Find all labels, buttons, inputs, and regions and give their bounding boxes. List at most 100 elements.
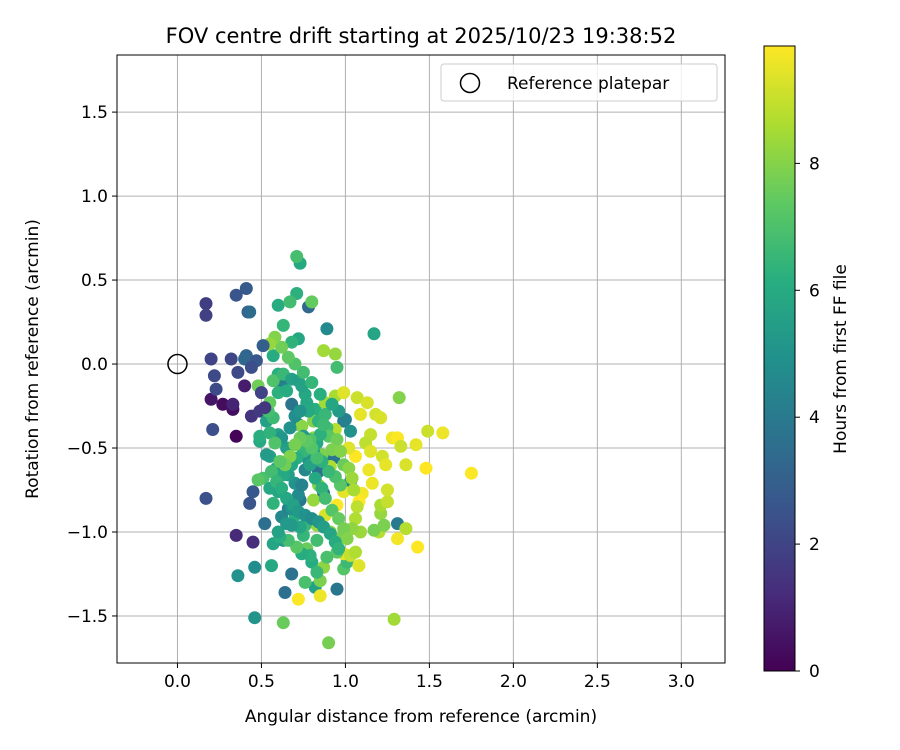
data-point	[374, 411, 388, 425]
x-tick-label: 0.5	[248, 672, 275, 692]
data-point	[263, 426, 277, 440]
data-point	[273, 455, 287, 468]
data-point	[295, 478, 309, 492]
y-tick-label: 0.0	[81, 355, 108, 375]
data-point	[283, 295, 297, 309]
data-point	[337, 522, 351, 536]
data-point	[266, 374, 280, 388]
data-point	[330, 433, 344, 447]
reference-point-marker	[167, 353, 188, 375]
x-tick-label: 2.5	[584, 672, 611, 692]
data-point	[344, 424, 357, 438]
data-point	[328, 347, 342, 361]
legend: Reference platepar	[440, 63, 718, 102]
data-point	[322, 636, 336, 650]
x-tick-label: 3.0	[668, 672, 695, 692]
data-point	[256, 339, 270, 353]
data-point	[409, 438, 423, 452]
data-point	[275, 340, 289, 354]
data-point	[320, 322, 334, 336]
data-point	[276, 318, 290, 332]
y-tick-label: 1.5	[81, 103, 108, 123]
data-point	[295, 379, 309, 393]
legend-marker-icon	[459, 72, 481, 94]
data-point	[305, 295, 319, 309]
data-point	[379, 458, 393, 472]
data-point	[352, 559, 366, 573]
data-point	[317, 418, 331, 431]
data-point	[318, 407, 332, 421]
data-point	[243, 496, 257, 510]
data-point	[313, 387, 327, 401]
data-point	[248, 560, 262, 574]
data-point	[298, 575, 312, 589]
data-point	[291, 592, 305, 606]
data-point	[307, 493, 320, 507]
data-point	[349, 545, 362, 559]
data-point	[276, 616, 290, 630]
colorbar-tick-label: 6	[809, 281, 820, 301]
data-point	[251, 473, 265, 487]
data-point	[206, 423, 220, 436]
data-point	[360, 396, 374, 410]
data-point	[207, 369, 221, 383]
colorbar-gradient	[763, 45, 796, 672]
data-point	[229, 288, 243, 302]
data-point	[380, 495, 394, 509]
data-point	[325, 397, 339, 411]
colorbar-tick-label: 4	[809, 408, 820, 428]
data-point	[364, 444, 378, 458]
data-point	[244, 360, 258, 374]
data-point	[265, 465, 278, 478]
data-point	[350, 391, 364, 405]
data-point	[419, 461, 433, 475]
data-point	[313, 428, 327, 442]
data-point	[265, 559, 278, 573]
y-tick-label: −0.5	[67, 439, 108, 459]
data-point	[231, 365, 245, 379]
data-point	[354, 407, 367, 421]
data-point	[394, 439, 408, 453]
y-axis-ticks: −1.5 −1.0 −0.5 0.0 0.5 1.0 1.5	[67, 103, 117, 627]
data-point	[380, 483, 394, 497]
data-point	[392, 391, 406, 405]
plot-area-frame	[116, 54, 726, 664]
data-point	[333, 444, 347, 458]
data-point	[365, 476, 379, 490]
data-point	[337, 386, 351, 400]
data-point	[224, 352, 238, 366]
y-tick-label: 0.5	[81, 271, 108, 291]
data-point	[285, 567, 299, 581]
data-point	[199, 297, 213, 311]
data-point	[295, 419, 309, 433]
data-point	[283, 421, 297, 435]
data-point	[209, 382, 223, 396]
x-tick-label: 0.0	[164, 672, 191, 692]
x-axis-ticks: 0.0 0.5 1.0 1.5 2.0 2.5 3.0	[164, 663, 695, 692]
data-point	[330, 360, 344, 374]
data-point	[305, 376, 319, 389]
data-point	[199, 491, 213, 505]
data-point	[320, 550, 334, 564]
data-point	[399, 522, 413, 536]
data-point	[310, 565, 324, 579]
data-point	[349, 512, 362, 526]
y-tick-label: −1.5	[67, 607, 108, 627]
data-point	[204, 392, 218, 406]
data-point	[258, 517, 272, 531]
data-point	[421, 424, 435, 438]
data-point	[362, 463, 376, 477]
data-point	[266, 496, 280, 510]
data-point	[332, 512, 346, 526]
data-point	[391, 532, 404, 546]
data-point	[275, 481, 289, 495]
data-point	[310, 533, 324, 547]
y-tick-label: 1.0	[81, 187, 108, 207]
x-axis-label: Angular distance from reference (arcmin)	[245, 707, 597, 727]
data-point	[258, 401, 272, 415]
x-tick-label: 1.5	[416, 672, 443, 692]
data-point	[229, 528, 243, 542]
colorbar-tick-label: 8	[809, 154, 820, 174]
data-point	[387, 612, 401, 626]
chart-title: FOV centre drift starting at 2025/10/23 …	[166, 24, 677, 48]
